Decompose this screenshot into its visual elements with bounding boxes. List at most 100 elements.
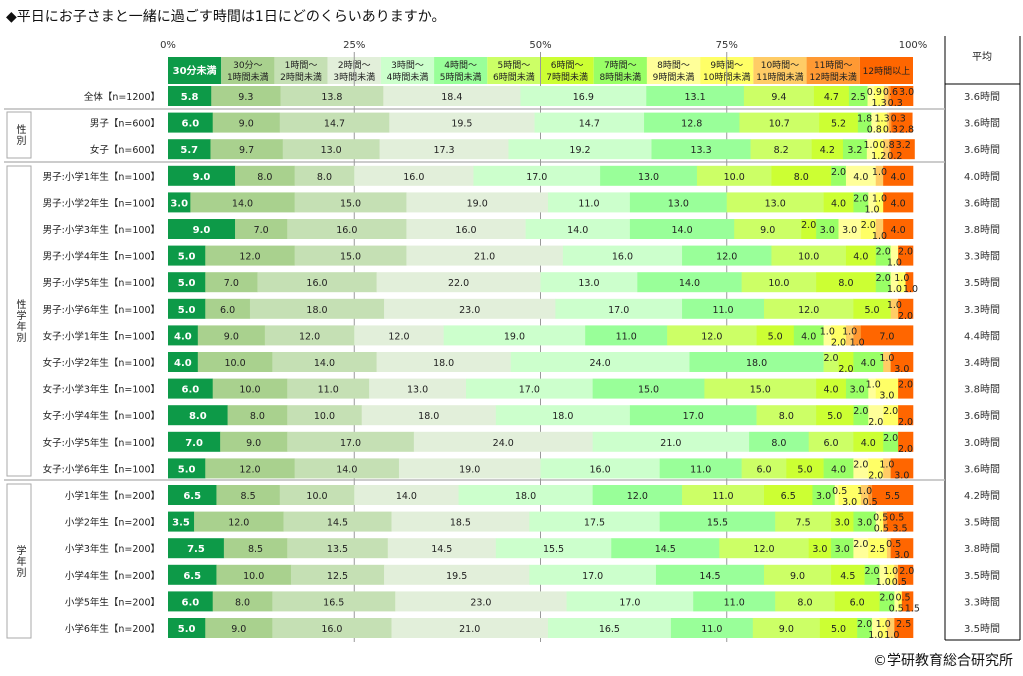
row-label: 女子:小学5年生【n=100】 (43, 437, 160, 449)
bar-segment (823, 192, 854, 213)
bar-segment (168, 86, 212, 106)
bar-segment (659, 511, 776, 532)
data-label: 17.0 (608, 305, 629, 316)
bar-segment (205, 245, 295, 266)
data-label: 3.0 (857, 518, 872, 529)
bar-segment (823, 458, 854, 479)
row-label: 女子【n=600】 (90, 144, 160, 156)
bar-segment (290, 564, 385, 585)
bar-segment (383, 86, 521, 106)
data-label: 1.0 (884, 630, 899, 641)
bar-segment (361, 405, 497, 426)
average-value: 3.8時間 (964, 224, 1000, 236)
data-label: 1.0 (887, 284, 902, 295)
data-label: 18.0 (515, 491, 536, 502)
bar-segment (801, 219, 817, 239)
bar-segment (868, 458, 884, 479)
bar-segment (890, 272, 899, 293)
data-label: 9.0 (224, 331, 239, 342)
bar-segment (874, 139, 884, 160)
legend-swatch (540, 57, 594, 84)
bar-segment (875, 219, 884, 239)
bar-segment (848, 86, 868, 106)
row-label: 女子:小学4年生【n=100】 (43, 410, 160, 422)
data-label: 15.0 (750, 385, 771, 396)
data-label: 18.5 (450, 518, 471, 529)
data-label: 13.0 (765, 198, 786, 209)
data-label: 3.0 (894, 550, 909, 561)
legend-label: 7時間～ (604, 60, 637, 71)
data-label: 14.0 (396, 491, 417, 502)
bar-segment (555, 298, 683, 319)
data-label: 0.9 (867, 87, 882, 98)
average-value: 4.4時間 (964, 330, 1000, 342)
data-label: 19.2 (569, 145, 590, 156)
data-label: 1.0 (842, 326, 857, 337)
bar-segment (890, 458, 914, 479)
bar-segment (566, 591, 694, 612)
bar-segment (257, 272, 377, 293)
data-label: 5.0 (178, 252, 196, 263)
data-label: 6.5 (781, 491, 796, 502)
data-label: 8.0 (797, 597, 812, 608)
bar-segment (211, 86, 281, 106)
bar-segment (888, 86, 891, 106)
bar-segment (883, 431, 899, 452)
bar-segment (819, 112, 859, 133)
bar-segment (898, 245, 914, 266)
bar-segment (741, 458, 787, 479)
group-label-grade: 学年別 (14, 544, 25, 578)
bar-segment (466, 378, 593, 399)
bar-segment (168, 378, 213, 399)
average-value: 3.3時間 (964, 304, 1000, 316)
legend-label: 7時間未満 (546, 71, 588, 83)
data-label: 3.0 (816, 491, 831, 502)
bar-segment (227, 405, 288, 426)
bar-segment (168, 165, 236, 186)
x-tick-label: 100% (899, 40, 928, 51)
bar-segment (879, 511, 884, 532)
data-label: 8.0 (838, 278, 853, 289)
bar-segment (272, 352, 377, 372)
data-label: 3.0 (842, 497, 857, 508)
bar-segment (264, 325, 355, 346)
bar-segment (495, 405, 631, 426)
bar-segment (834, 591, 880, 612)
data-label: 0.5 (895, 592, 910, 603)
bar-segment (585, 325, 668, 346)
data-label: 0.6 (883, 87, 898, 98)
data-label: 1.0 (850, 337, 865, 348)
legend-swatch (380, 57, 435, 84)
bar-segment (168, 618, 206, 638)
bar-segment (384, 564, 530, 585)
bar-segment (764, 564, 832, 585)
data-label: 10.0 (306, 491, 327, 502)
data-label: 5.8 (181, 92, 199, 103)
bar-segment (749, 431, 809, 452)
data-label: 16.0 (321, 624, 342, 635)
data-label: 6.0 (823, 438, 838, 449)
data-label: 6.0 (181, 119, 199, 130)
bar-segment (831, 538, 854, 559)
data-label: 9.0 (790, 571, 805, 582)
bar-segment (845, 325, 854, 346)
bar-segment (886, 564, 895, 585)
data-label: 19.0 (459, 464, 480, 475)
bar-segment (443, 325, 586, 346)
data-label: 5.0 (178, 278, 196, 289)
data-label: 9.0 (246, 438, 261, 449)
bar-segment (823, 352, 839, 372)
bar-segment (637, 272, 742, 293)
data-label: 4.0 (174, 358, 192, 369)
bar-segment (812, 485, 836, 505)
data-label: 14.0 (679, 278, 700, 289)
data-label: 6.0 (181, 597, 199, 608)
row-label: 男子【n=600】 (90, 119, 160, 130)
bar-segment (387, 538, 497, 559)
data-label: 11.0 (712, 305, 733, 316)
bar-segment (651, 139, 751, 160)
data-label: 21.0 (474, 252, 495, 263)
bar-segment (834, 485, 839, 505)
data-label: 5.0 (827, 411, 842, 422)
